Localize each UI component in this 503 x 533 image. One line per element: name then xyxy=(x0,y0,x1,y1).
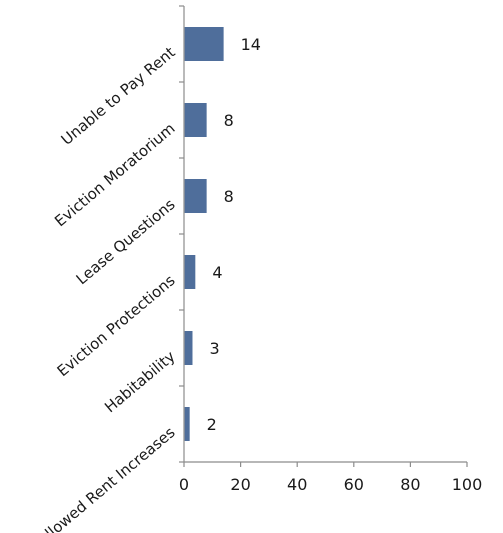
axes-group xyxy=(179,5,467,463)
category-label-5: Allowed Rent Increases xyxy=(34,423,179,533)
value-label-4: 3 xyxy=(209,339,219,358)
category-label-4: Habitability xyxy=(101,347,179,416)
bar-4 xyxy=(184,331,193,365)
bar-3 xyxy=(184,255,196,289)
x-tick-label-3: 60 xyxy=(344,475,364,494)
value-label-0: 14 xyxy=(241,35,261,54)
bar-1 xyxy=(184,103,207,137)
bars-group xyxy=(184,27,224,441)
value-label-5: 2 xyxy=(207,415,217,434)
x-tick-label-2: 40 xyxy=(287,475,307,494)
bar-0 xyxy=(184,27,224,61)
value-label-2: 8 xyxy=(224,187,234,206)
x-tick-label-5: 100 xyxy=(452,475,483,494)
x-ticks-group: 0 20 40 60 80 100 xyxy=(179,462,482,494)
value-labels-group: 14 8 8 4 3 2 xyxy=(207,35,261,434)
x-tick-label-4: 80 xyxy=(400,475,420,494)
bar-5 xyxy=(184,407,190,441)
x-tick-label-1: 20 xyxy=(230,475,250,494)
value-label-1: 8 xyxy=(224,111,234,130)
value-label-3: 4 xyxy=(212,263,222,282)
x-tick-label-0: 0 xyxy=(179,475,189,494)
bar-2 xyxy=(184,179,207,213)
